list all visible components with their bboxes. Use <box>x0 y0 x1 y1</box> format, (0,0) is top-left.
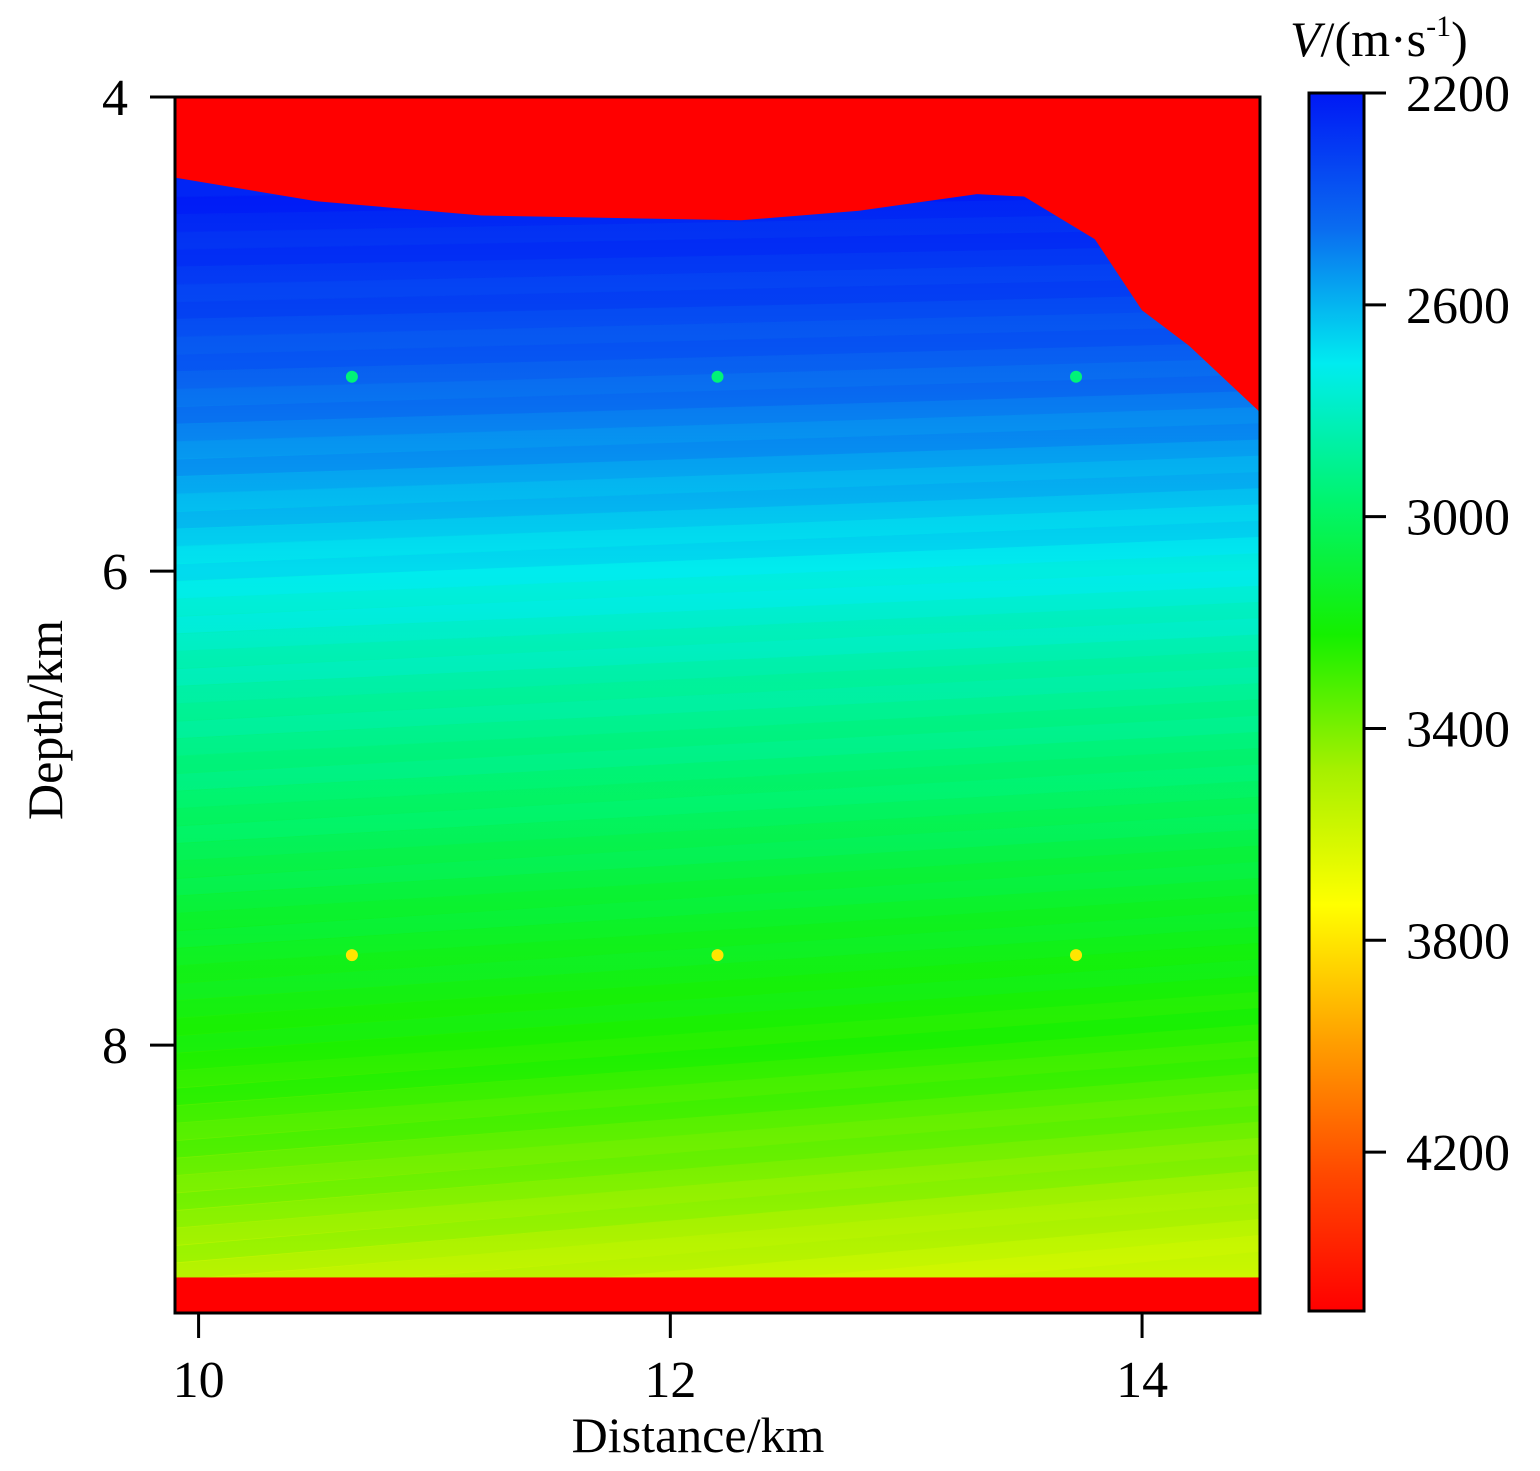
stratum-band <box>175 683 1260 756</box>
stratum-band <box>175 991 1260 1088</box>
colorbar-label: V/(m·s-1) <box>1290 10 1468 67</box>
stratum-band <box>175 699 1260 774</box>
stratum-band <box>175 1121 1260 1228</box>
stratum-band <box>175 666 1260 739</box>
colorbar-tick-label: 3400 <box>1406 701 1510 758</box>
stratum-band <box>175 536 1260 599</box>
stratum-band <box>175 520 1260 582</box>
stratum-band <box>175 1153 1260 1263</box>
colorbar-label-close: ) <box>1451 11 1468 67</box>
stratum-band <box>175 634 1260 704</box>
x-tick-label: 10 <box>173 1352 225 1409</box>
colorbar-fill <box>1309 93 1364 1311</box>
anomaly-point <box>711 949 724 962</box>
stratum-band <box>175 1105 1260 1211</box>
x-axis-label: Distance/km <box>572 1407 825 1463</box>
stratum-band <box>175 325 1260 372</box>
y-axis-label: Depth/km <box>17 620 73 820</box>
stratum-band <box>175 926 1260 1018</box>
stratum-band <box>175 715 1260 791</box>
strata-bands <box>175 163 1260 1313</box>
stratum-band <box>175 293 1260 337</box>
anomaly-point <box>1070 949 1083 962</box>
colorbar-tick-label: 2600 <box>1406 278 1510 335</box>
x-tick-label: 12 <box>644 1352 696 1409</box>
stratum-band <box>175 553 1260 616</box>
stratum-band <box>175 796 1260 879</box>
plot-frame <box>173 95 1262 1315</box>
stratum-band <box>175 877 1260 966</box>
stratum-band <box>175 569 1260 634</box>
stratum-band <box>175 747 1260 826</box>
stratum-band <box>175 228 1260 267</box>
stratum-band <box>175 1024 1260 1123</box>
stratum-band <box>175 942 1260 1036</box>
anomaly-point <box>711 370 724 383</box>
stratum-band <box>175 455 1260 512</box>
colorbar-label-unit: /(m·s <box>1321 11 1427 67</box>
stratum-band <box>175 374 1260 424</box>
y-axis: 4 6 8 <box>102 70 175 1075</box>
stratum-band <box>175 1007 1260 1106</box>
stratum-band <box>175 439 1260 494</box>
stratum-band <box>175 975 1260 1071</box>
heatmap-area <box>175 97 1260 1313</box>
stratum-band <box>175 1072 1260 1176</box>
stratum-band <box>175 488 1260 547</box>
stratum-band <box>175 894 1260 983</box>
stratum-band <box>175 764 1260 844</box>
stratum-band <box>175 585 1260 651</box>
stratum-band <box>175 618 1260 686</box>
x-tick-label: 14 <box>1116 1352 1168 1409</box>
stratum-band <box>175 309 1260 354</box>
anomaly-point <box>345 370 358 383</box>
stratum-band <box>175 650 1260 721</box>
x-axis: 10 12 14 <box>173 1313 1168 1409</box>
stratum-band <box>175 504 1260 564</box>
stratum-band <box>175 390 1260 442</box>
stratum-band <box>175 861 1260 948</box>
colorbar-label-symbol: V <box>1290 11 1326 67</box>
stratum-band <box>175 780 1260 861</box>
y-tick-label: 8 <box>102 1018 128 1075</box>
y-tick-label: 6 <box>102 544 128 601</box>
stratum-band <box>175 731 1260 809</box>
colorbar-tick-label: 4200 <box>1406 1125 1510 1182</box>
colorbar-axis: 2200 2600 3000 3400 3800 4200 <box>1364 66 1510 1182</box>
stratum-band <box>175 423 1260 477</box>
stratum-band <box>175 260 1260 302</box>
stratum-band <box>175 1089 1260 1193</box>
stratum-band <box>175 812 1260 896</box>
colorbar-frame <box>1307 91 1366 1313</box>
stratum-band <box>175 1040 1260 1141</box>
y-tick-label: 4 <box>102 70 128 127</box>
stratum-band <box>175 1056 1260 1158</box>
stratum-band <box>175 1137 1260 1246</box>
stratum-band <box>175 212 1260 249</box>
stratum-band <box>175 959 1260 1053</box>
colorbar-tick-label: 2200 <box>1406 66 1510 123</box>
stratum-band <box>175 342 1260 389</box>
colorbar-tick-label: 3000 <box>1406 490 1510 547</box>
bottom-red-layer <box>175 1277 1260 1313</box>
stratum-band <box>175 845 1260 931</box>
anomaly-point <box>345 949 358 962</box>
stratum-band <box>175 277 1260 319</box>
stratum-band <box>175 244 1260 284</box>
stratum-band <box>175 1170 1260 1281</box>
stratum-band <box>175 829 1260 914</box>
stratum-band <box>175 1186 1260 1298</box>
stratum-band <box>175 471 1260 529</box>
colorbar: 2200 2600 3000 3400 3800 4200 V/(m·s-1) <box>1290 10 1510 1313</box>
colorbar-tick-label: 3800 <box>1406 913 1510 970</box>
anomaly-point <box>1070 370 1083 383</box>
colorbar-label-exponent: -1 <box>1426 10 1451 43</box>
top-red-layer <box>175 97 1260 413</box>
point-anomalies <box>345 370 1083 962</box>
stratum-band <box>175 406 1260 459</box>
stratum-band <box>175 601 1260 669</box>
